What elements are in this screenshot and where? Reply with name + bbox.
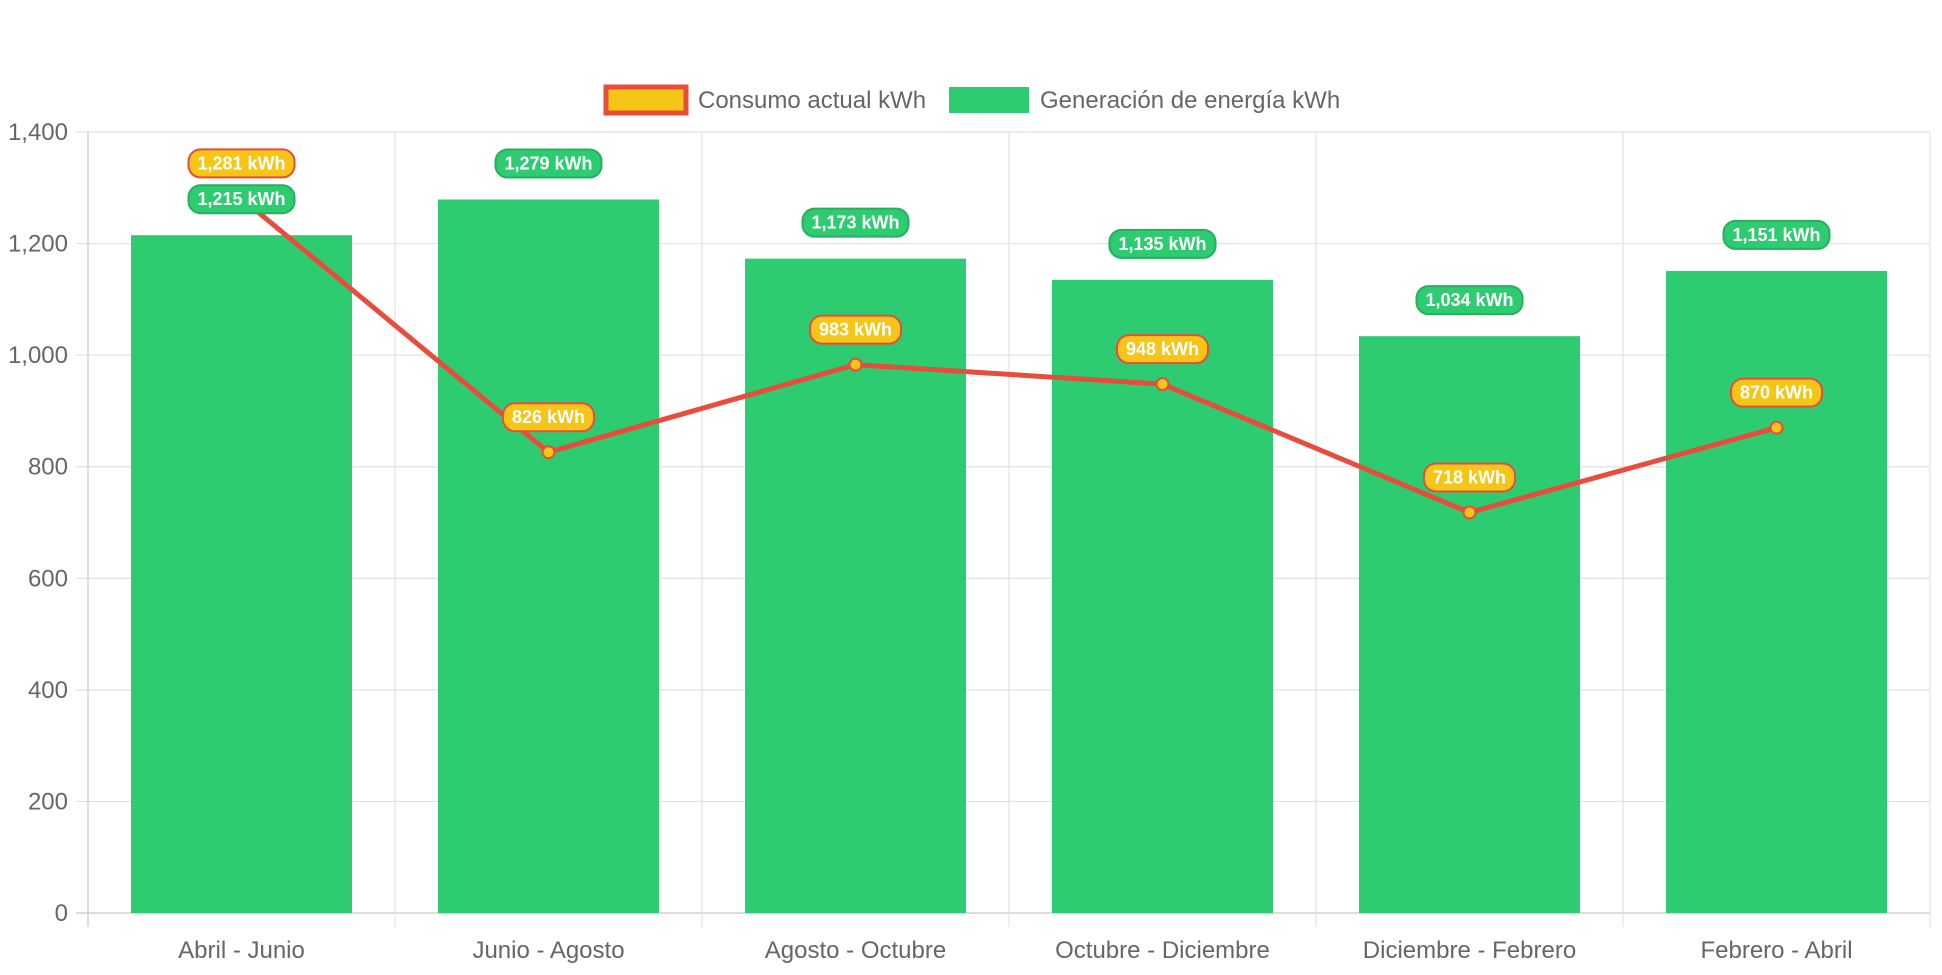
legend-label-consumption: Consumo actual kWh	[698, 87, 926, 114]
x-tick-label: Abril - Junio	[178, 937, 305, 964]
legend-label-generation: Generación de energía kWh	[1040, 87, 1340, 114]
generation-label-bg	[187, 184, 296, 215]
x-tick-label: Febrero - Abril	[1700, 937, 1852, 964]
y-tick-label: 1,200	[8, 231, 68, 258]
consumption-label: 983 kWh	[808, 314, 903, 345]
bars	[131, 199, 1887, 914]
consumption-label: 718 kWh	[1422, 462, 1517, 493]
y-tick-label: 1,400	[8, 119, 68, 146]
x-tick-label: Diciembre - Febrero	[1363, 937, 1576, 964]
consumption-label-text: 1,281 kWh	[197, 153, 285, 173]
grid-lines	[76, 131, 1931, 927]
consumption-label: 826 kWh	[501, 402, 596, 433]
generation-label-bg	[1415, 285, 1524, 316]
generation-label: 1,151 kWh	[1722, 219, 1831, 250]
generation-label: 1,173 kWh	[801, 207, 910, 238]
generation-label-text: 1,135 kWh	[1118, 234, 1206, 254]
consumption-label-bg	[1729, 377, 1824, 408]
bar-generation	[438, 199, 659, 913]
consumption-label: 870 kWh	[1729, 377, 1824, 408]
consumption-label-text: 870 kWh	[1740, 383, 1813, 403]
consumption-label-text: 983 kWh	[819, 320, 892, 340]
bar-generation	[1359, 336, 1580, 913]
consumption-label-text: 718 kWh	[1433, 467, 1506, 487]
generation-label-bg	[1108, 228, 1217, 259]
generation-label-bg	[1722, 219, 1831, 250]
generation-label: 1,279 kWh	[494, 148, 603, 179]
axes: 0 200 400 600 800 1,000 1,200 1,400 Abril - Juni…	[8, 119, 1853, 964]
consumption-label-bg	[808, 314, 903, 345]
y-tick-label: 400	[28, 677, 68, 704]
bar-generation	[131, 235, 352, 914]
generation-label-text: 1,279 kWh	[504, 154, 592, 174]
x-tick-label: Octubre - Diciembre	[1055, 937, 1270, 964]
consumption-label-bg	[1115, 334, 1210, 365]
consumption-point	[1155, 377, 1170, 392]
x-tick-label: Agosto - Octubre	[765, 937, 946, 964]
bar-generation	[1666, 270, 1887, 913]
consumption-label: 1,281 kWh	[187, 148, 296, 179]
bar-generation	[745, 258, 966, 914]
generation-label-text: 1,151 kWh	[1732, 225, 1820, 245]
legend-swatch-consumption	[603, 84, 689, 116]
generation-label-bg	[494, 148, 603, 179]
legend: Consumo actual kWh Generación de energía …	[603, 84, 1340, 116]
x-tick-label: Junio - Agosto	[472, 937, 624, 964]
generation-label: 1,135 kWh	[1108, 228, 1217, 259]
consumption-label-text: 948 kWh	[1126, 339, 1199, 359]
consumption-label-bg	[187, 148, 296, 179]
legend-swatch-generation	[949, 87, 1029, 113]
data-labels: 1,215 kWh 1,279 kWh 1,173 kWh 1,135 kWh 1,03…	[187, 148, 1831, 493]
y-tick-label: 600	[28, 565, 68, 592]
consumption-label-bg	[1422, 462, 1517, 493]
y-tick-label: 1,000	[8, 342, 68, 369]
consumption-point	[1769, 420, 1784, 435]
generation-label-bg	[801, 207, 910, 238]
generation-label: 1,215 kWh	[187, 184, 296, 215]
generation-label: 1,034 kWh	[1415, 285, 1524, 316]
consumption-label-bg	[501, 402, 596, 433]
generation-label-text: 1,034 kWh	[1425, 290, 1513, 310]
y-tick-label: 200	[28, 788, 68, 815]
consumption-line-path	[239, 196, 1778, 515]
consumption-point	[1462, 505, 1477, 520]
generation-label-text: 1,173 kWh	[811, 213, 899, 233]
y-tick-label: 800	[28, 454, 68, 481]
consumption-label-text: 826 kWh	[512, 407, 585, 427]
y-tick-label: 0	[55, 900, 68, 927]
generation-label-text: 1,215 kWh	[197, 189, 285, 209]
bar-generation	[1052, 279, 1273, 913]
consumption-label: 948 kWh	[1115, 334, 1210, 365]
consumption-point	[848, 357, 863, 372]
consumption-point	[541, 445, 556, 460]
